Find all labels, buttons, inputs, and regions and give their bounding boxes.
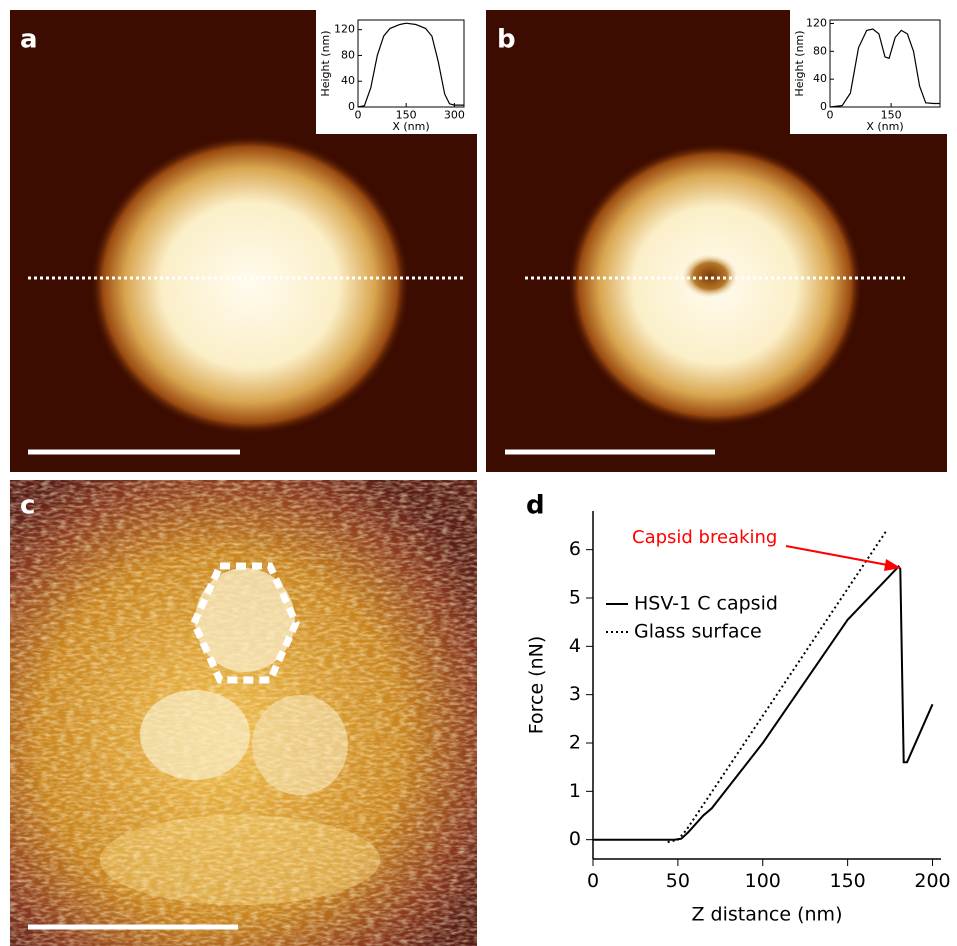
capsid: [90, 135, 410, 435]
legend-label: HSV-1 C capsid: [634, 593, 778, 615]
y-tick-label: 4: [569, 635, 581, 657]
y-tick-label: 2: [569, 732, 581, 754]
annotation-arrow: [786, 546, 893, 566]
panel-label: c: [20, 491, 35, 521]
y-tick-label: 80: [341, 48, 355, 61]
y-tick-label: 120: [806, 16, 827, 29]
figure: a b c d 015030004080120X (nm)Height (nm)…: [0, 0, 957, 946]
y-tick-label: 1: [569, 780, 581, 802]
x-tick-label: 200: [914, 870, 950, 892]
y-tick-label: 80: [813, 44, 827, 57]
x-tick-label: 100: [745, 870, 781, 892]
x-tick-label: 0: [355, 108, 362, 121]
x-tick-label: 0: [827, 108, 834, 121]
y-axis-label: Force (nN): [526, 636, 548, 735]
annotation-arrowhead: [884, 559, 901, 571]
x-tick-label: 150: [830, 870, 866, 892]
x-axis-label: X (nm): [392, 120, 429, 133]
annotation: Capsid breaking: [632, 527, 777, 548]
y-axis-label: Height (nm): [793, 30, 806, 96]
x-tick-label: 0: [587, 870, 599, 892]
y-tick-label: 0: [820, 100, 827, 113]
x-tick-label: 50: [666, 870, 690, 892]
afm-image: [10, 480, 477, 946]
panel-label: d: [526, 491, 545, 521]
panel-label: b: [497, 25, 516, 55]
series-line: [668, 530, 887, 842]
x-tick-label: 300: [444, 108, 465, 121]
panel-label: a: [20, 25, 38, 55]
y-tick-label: 40: [341, 74, 355, 87]
y-tick-label: 0: [569, 828, 581, 850]
hole: [682, 254, 738, 298]
x-axis-label: X (nm): [866, 120, 903, 133]
y-tick-label: 3: [569, 683, 581, 705]
y-tick-label: 5: [569, 587, 581, 609]
y-tick-label: 0: [348, 100, 355, 113]
y-axis-label: Height (nm): [319, 30, 332, 96]
legend-label: Glass surface: [634, 621, 762, 643]
y-tick-label: 120: [334, 23, 355, 36]
y-tick-label: 40: [813, 72, 827, 85]
y-tick-label: 6: [569, 538, 581, 560]
x-axis-label: Z distance (nm): [692, 904, 843, 926]
